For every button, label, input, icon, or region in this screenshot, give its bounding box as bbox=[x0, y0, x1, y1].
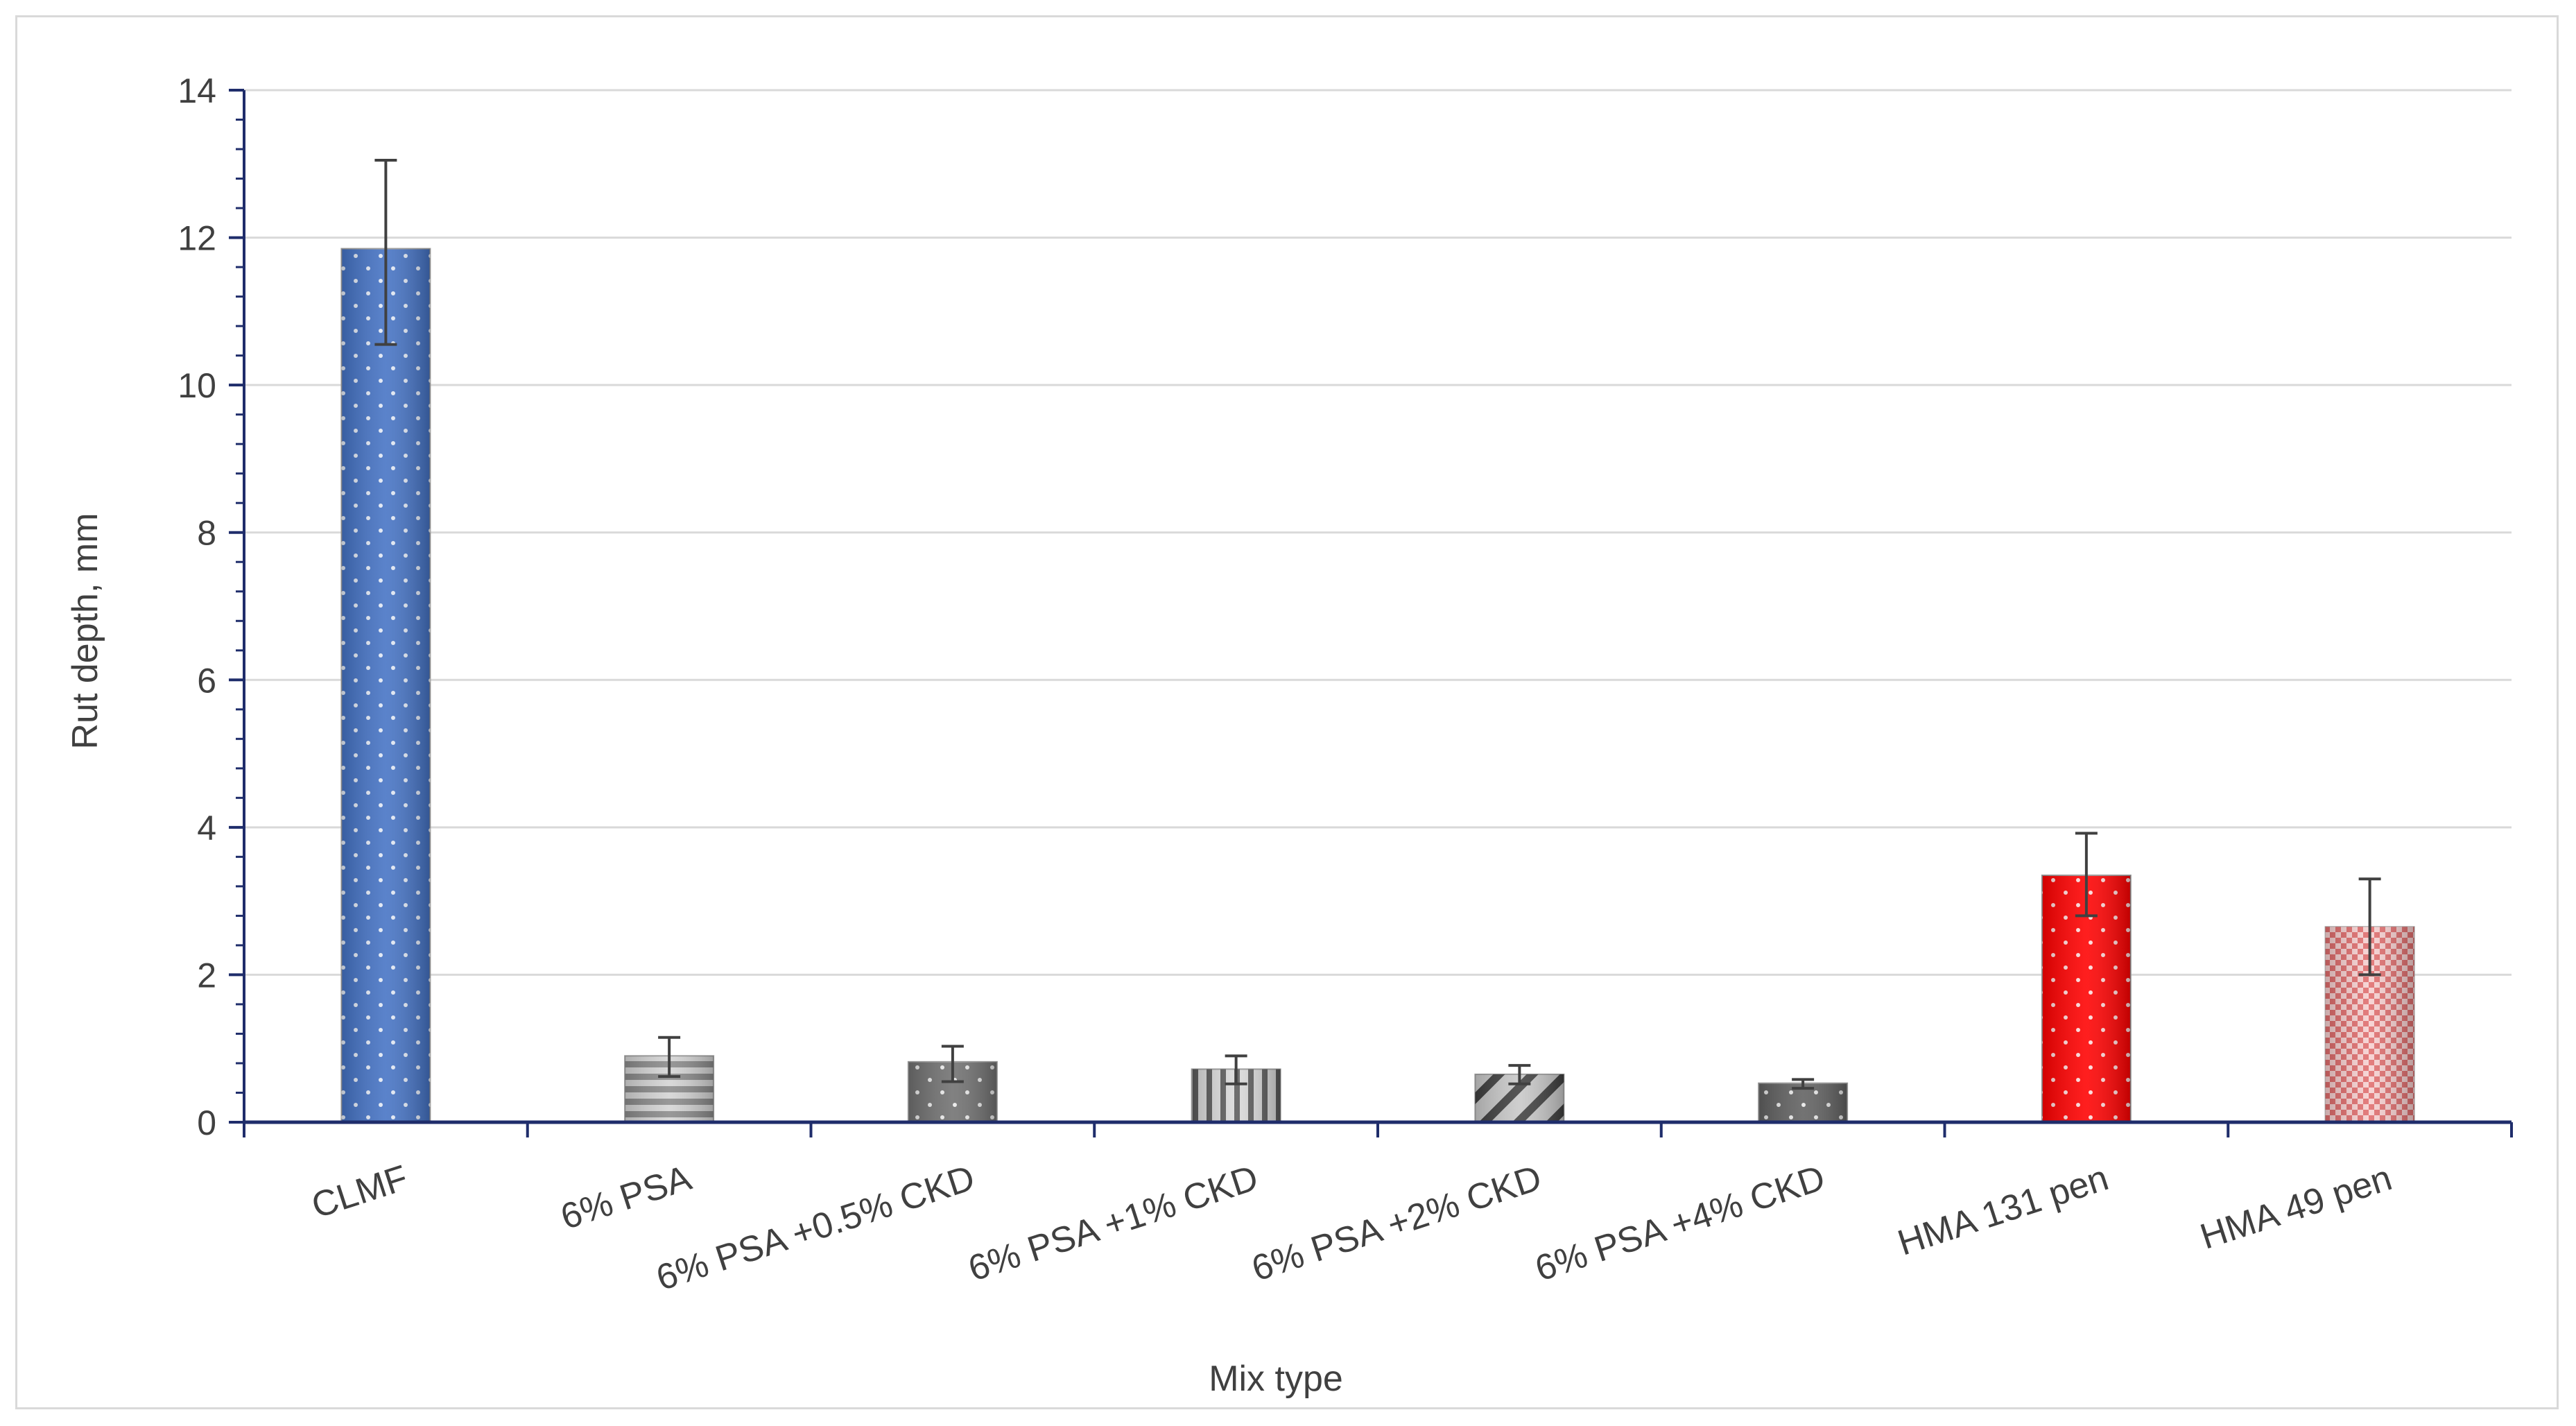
y-tick-label: 6 bbox=[197, 661, 216, 700]
x-tick-label: 6% PSA +1% CKD bbox=[964, 1158, 1263, 1289]
y-tick-label: 0 bbox=[197, 1103, 216, 1142]
chart-frame bbox=[15, 15, 2559, 1409]
x-tick-label: 6% PSA +0.5% CKD bbox=[652, 1158, 980, 1298]
axes bbox=[229, 89, 2513, 1137]
y-tick-label: 2 bbox=[197, 956, 216, 995]
x-tick-label: 6% PSA +4% CKD bbox=[1530, 1158, 1830, 1289]
y-tick-label: 12 bbox=[178, 219, 216, 258]
y-axis-title: Rut depth, mm bbox=[65, 513, 105, 749]
gridlines bbox=[244, 89, 2512, 976]
x-tick-label: CLMF bbox=[307, 1158, 413, 1226]
x-tick-label: HMA 131 pen bbox=[1893, 1158, 2113, 1264]
bars bbox=[340, 158, 2415, 1124]
x-tick-label: HMA 49 pen bbox=[2195, 1158, 2396, 1257]
bar-shading bbox=[341, 248, 431, 1122]
y-tick-label: 14 bbox=[178, 71, 216, 110]
y-tick-label: 10 bbox=[178, 366, 216, 405]
x-tick-label: 6% PSA bbox=[556, 1158, 696, 1237]
y-tick-label: 8 bbox=[197, 514, 216, 553]
y-tick-label: 4 bbox=[197, 809, 216, 848]
x-tick-label: 6% PSA +2% CKD bbox=[1247, 1158, 1546, 1289]
x-axis-title: Mix type bbox=[1209, 1359, 1343, 1399]
